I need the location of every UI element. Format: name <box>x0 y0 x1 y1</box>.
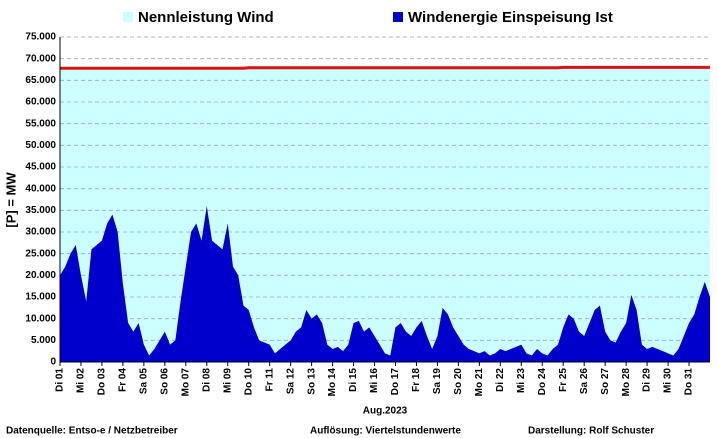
y-tick-label: 25.000 <box>25 248 56 259</box>
y-tick-label: 5.000 <box>31 335 56 346</box>
y-tick-label: 50.000 <box>25 140 56 151</box>
capacity-line <box>60 65 710 70</box>
x-tick-label: Mi 16 <box>369 368 380 393</box>
x-tick-label: Mi 02 <box>76 368 87 393</box>
x-tick-label: Fr 25 <box>558 368 569 392</box>
x-tick-label: Sa 05 <box>139 368 150 395</box>
x-tick-label: Fr 04 <box>118 368 129 392</box>
footer: Auflösung: Viertelstundenwerte <box>310 426 461 437</box>
y-tick-label: 60.000 <box>25 97 56 108</box>
x-tick-label: Do 17 <box>390 368 401 396</box>
y-tick-label: 40.000 <box>25 183 56 194</box>
x-tick-label: Mo 14 <box>327 368 338 397</box>
y-tick-label: 35.000 <box>25 205 56 216</box>
x-tick-label: So 13 <box>306 368 317 395</box>
y-tick-label: 55.000 <box>25 118 56 129</box>
legend-swatch <box>123 12 133 22</box>
x-tick-label: Mo 21 <box>474 368 485 397</box>
x-tick-label: Do 10 <box>243 368 254 396</box>
x-tick-label: Mi 23 <box>516 368 527 393</box>
y-axis-label: [P] = MW <box>3 172 18 228</box>
x-tick-label: So 06 <box>159 368 170 395</box>
x-tick-label: Do 31 <box>684 368 695 396</box>
y-tick-label: 0 <box>50 357 56 368</box>
footer: Darstellung: Rolf Schuster <box>528 426 654 437</box>
x-tick-label: Di 08 <box>201 368 212 392</box>
y-tick-label: 15.000 <box>25 292 56 303</box>
y-tick-label: 70.000 <box>25 53 56 64</box>
x-tick-label: Mo 28 <box>621 368 632 397</box>
x-tick-label: Di 01 <box>55 368 66 392</box>
x-tick-label: Do 03 <box>97 368 108 396</box>
x-tick-label: Mo 07 <box>180 368 191 397</box>
x-tick-label: Mi 09 <box>222 368 233 393</box>
x-tick-label: Di 22 <box>495 368 506 392</box>
x-tick-label: Fr 11 <box>264 368 275 392</box>
x-tick-label: Di 29 <box>642 368 653 392</box>
x-tick-label: Mi 30 <box>663 368 674 393</box>
y-tick-label: 30.000 <box>25 227 56 238</box>
footer: Datenquelle: Entso-e / Netzbetreiber <box>6 426 178 437</box>
x-axis-label: Aug.2023 <box>363 406 408 417</box>
legend-label: Nennleistung Wind <box>138 9 274 26</box>
x-tick-label: Di 15 <box>348 368 359 392</box>
x-tick-label: So 27 <box>600 368 611 395</box>
area <box>60 206 710 362</box>
y-tick-label: 45.000 <box>25 162 56 173</box>
y-tick-label: 10.000 <box>25 313 56 324</box>
area <box>60 67 710 362</box>
legend-label: Windenergie Einspeisung Ist <box>408 9 613 26</box>
y-tick-label: 65.000 <box>25 75 56 86</box>
legend-swatch <box>393 12 403 22</box>
x-tick-label: Fr 18 <box>411 368 422 392</box>
x-tick-label: Sa 26 <box>579 368 590 395</box>
y-tick-label: 20.000 <box>25 270 56 281</box>
x-tick-label: So 20 <box>453 368 464 395</box>
x-tick-label: Do 24 <box>537 368 548 396</box>
x-tick-label: Sa 19 <box>432 368 443 395</box>
y-tick-label: 75.000 <box>25 32 56 43</box>
x-tick-label: Sa 12 <box>285 368 296 395</box>
